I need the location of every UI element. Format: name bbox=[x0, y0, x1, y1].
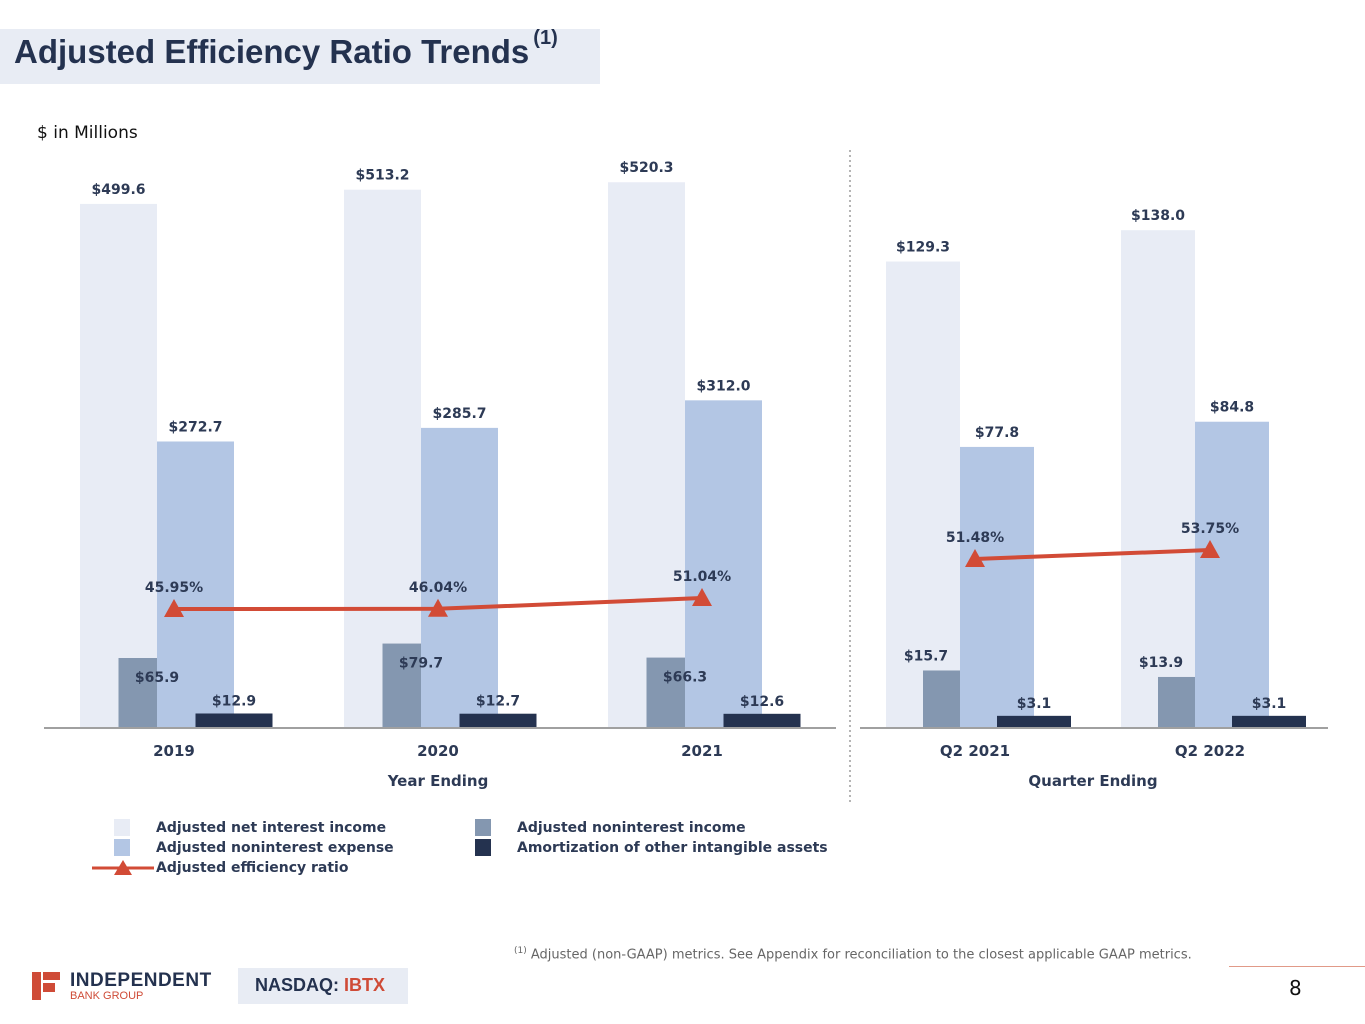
label-efficiency-ratio: 45.95% bbox=[145, 580, 203, 596]
label-noninterest-income: $13.9 bbox=[1139, 655, 1183, 671]
efficiency-ratio-marker bbox=[692, 588, 712, 606]
label-net-interest-income: $520.3 bbox=[619, 160, 673, 176]
label-amortization: $3.1 bbox=[1017, 696, 1052, 712]
legend-label: Adjusted efficiency ratio bbox=[156, 860, 349, 876]
ticker-badge: NASDAQ: IBTX bbox=[238, 968, 408, 1004]
efficiency-ratio-marker bbox=[164, 599, 184, 617]
label-efficiency-ratio: 46.04% bbox=[409, 580, 467, 596]
efficiency-ratio-marker bbox=[1200, 540, 1220, 558]
x-tick-label: 2020 bbox=[417, 742, 459, 760]
efficiency-ratio-marker bbox=[428, 598, 448, 617]
footnote-text: Adjusted (non-GAAP) metrics. See Appendi… bbox=[530, 947, 1192, 963]
logo-subtitle: BANK GROUP bbox=[70, 990, 144, 1002]
bar-amortization bbox=[997, 715, 1071, 727]
legend-label: Adjusted noninterest income bbox=[517, 820, 746, 836]
ticker-text: NASDAQ: IBTX bbox=[255, 975, 385, 996]
bar-net-interest-income bbox=[1121, 230, 1195, 727]
footnote-marker: (1) bbox=[514, 946, 527, 956]
label-amortization: $12.6 bbox=[740, 694, 784, 710]
label-noninterest-expense: $84.8 bbox=[1210, 400, 1254, 416]
logo-mark-icon-top bbox=[43, 972, 60, 980]
page-number: 8 bbox=[1289, 976, 1302, 1000]
ticker-symbol: IBTX bbox=[344, 975, 386, 995]
bar-amortization bbox=[459, 713, 537, 727]
x-axis-title: Year Ending bbox=[387, 772, 489, 790]
label-noninterest-income: $66.3 bbox=[663, 670, 707, 686]
logo-mark-icon-mid bbox=[43, 983, 55, 992]
bar-net-interest-income bbox=[80, 203, 157, 727]
label-amortization: $12.9 bbox=[212, 693, 256, 709]
legend-label: Amortization of other intangible assets bbox=[517, 840, 828, 856]
label-net-interest-income: $513.2 bbox=[355, 168, 409, 184]
bar-amortization bbox=[195, 713, 273, 727]
label-efficiency-ratio: 53.75% bbox=[1181, 521, 1239, 537]
label-net-interest-income: $129.3 bbox=[896, 240, 950, 256]
x-tick-label: Q2 2022 bbox=[1175, 742, 1245, 760]
bar-amortization bbox=[1232, 715, 1306, 727]
x-tick-label: Q2 2021 bbox=[940, 742, 1010, 760]
label-efficiency-ratio: 51.04% bbox=[673, 569, 731, 585]
legend-swatch-noninterest-income bbox=[475, 819, 491, 836]
label-noninterest-income: $15.7 bbox=[904, 648, 948, 664]
legend-swatch-amortization bbox=[475, 839, 491, 856]
title-footnote-marker: (1) bbox=[533, 27, 558, 49]
bar-net-interest-income bbox=[886, 261, 960, 727]
bar-noninterest-expense bbox=[685, 400, 762, 727]
ticker-exchange: NASDAQ: bbox=[255, 975, 339, 995]
label-net-interest-income: $499.6 bbox=[91, 182, 145, 198]
company-logo: INDEPENDENT BANK GROUP bbox=[32, 970, 232, 1004]
label-noninterest-expense: $272.7 bbox=[168, 419, 222, 435]
label-net-interest-income: $138.0 bbox=[1131, 208, 1185, 224]
title-banner bbox=[0, 29, 600, 84]
logo-mark-icon bbox=[32, 972, 41, 1000]
label-noninterest-expense: $77.8 bbox=[975, 425, 1019, 441]
footnote: (1) Adjusted (non-GAAP) metrics. See App… bbox=[514, 946, 1192, 962]
bar-noninterest-expense bbox=[421, 427, 498, 727]
legend-label: Adjusted noninterest expense bbox=[156, 840, 394, 856]
label-noninterest-expense: $285.7 bbox=[432, 406, 486, 422]
bar-noninterest-expense bbox=[1195, 421, 1269, 727]
page-title-text: Adjusted Efficiency Ratio Trends bbox=[14, 33, 530, 70]
bar-noninterest-expense bbox=[157, 441, 234, 727]
legend-line-triangle-icon bbox=[92, 860, 154, 875]
page-title: Adjusted Efficiency Ratio Trends (1) bbox=[14, 27, 558, 71]
label-amortization: $12.7 bbox=[476, 694, 520, 710]
page-number-rule bbox=[1229, 966, 1365, 967]
x-tick-label: 2021 bbox=[681, 742, 723, 760]
x-tick-label: 2019 bbox=[153, 742, 195, 760]
label-amortization: $3.1 bbox=[1252, 696, 1287, 712]
efficiency-ratio-marker bbox=[965, 549, 985, 567]
bar-noninterest-expense bbox=[960, 446, 1034, 727]
label-efficiency-ratio: 51.48% bbox=[946, 530, 1004, 546]
x-axis-title: Quarter Ending bbox=[1028, 772, 1157, 790]
logo-name: INDEPENDENT bbox=[70, 970, 212, 991]
efficiency-ratio-line bbox=[974, 548, 1211, 561]
legend-swatch-net-interest-income bbox=[114, 819, 130, 836]
label-noninterest-income: $65.9 bbox=[135, 670, 179, 686]
legend-swatch-noninterest-expense bbox=[114, 839, 130, 856]
bar-amortization bbox=[723, 713, 801, 727]
units-label: $ in Millions bbox=[37, 123, 138, 143]
bar-net-interest-income bbox=[608, 182, 685, 727]
legend-label: Adjusted net interest income bbox=[156, 820, 387, 836]
label-noninterest-income: $79.7 bbox=[399, 656, 443, 672]
label-noninterest-expense: $312.0 bbox=[696, 378, 750, 394]
bar-net-interest-income bbox=[344, 189, 421, 728]
